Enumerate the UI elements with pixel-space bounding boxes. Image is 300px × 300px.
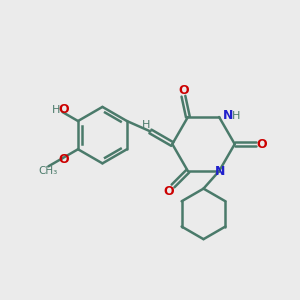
Text: O: O <box>163 185 174 198</box>
Text: O: O <box>59 103 69 116</box>
Text: H: H <box>52 105 60 115</box>
Text: H: H <box>232 110 240 121</box>
Text: O: O <box>178 84 189 98</box>
Text: O: O <box>59 153 69 166</box>
Text: O: O <box>256 138 267 151</box>
Text: H: H <box>142 120 150 130</box>
Text: N: N <box>214 165 225 178</box>
Text: N: N <box>223 109 233 122</box>
Text: CH₃: CH₃ <box>39 167 58 176</box>
